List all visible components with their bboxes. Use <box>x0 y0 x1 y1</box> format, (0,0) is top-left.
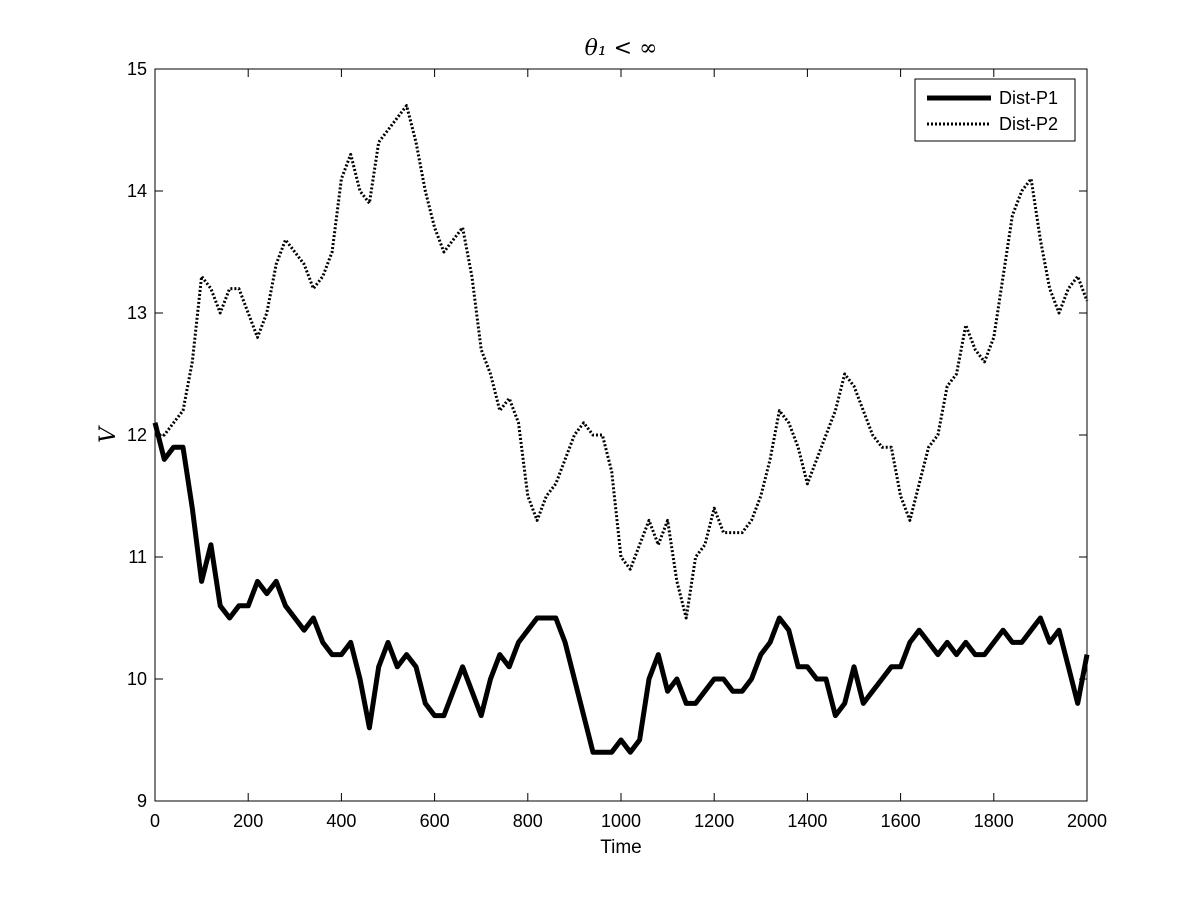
legend-box <box>914 78 1076 142</box>
legend-entry-dist-p1: Dist-P1 <box>999 88 1058 108</box>
x-tick-label: 800 <box>513 811 543 831</box>
x-tick-label: 1000 <box>601 811 641 831</box>
ticks-layer: 0 200 400 600 800 1000 1200 1400 1600 1800 2000 9 10… <box>127 59 1107 831</box>
x-tick-label: 1600 <box>881 811 921 831</box>
x-tick-label: 600 <box>420 811 450 831</box>
x-tick-label: 200 <box>233 811 263 831</box>
x-tick-label: 1200 <box>694 811 734 831</box>
legend: Dist-P1 Dist-P2 <box>914 78 1076 142</box>
x-tick-label: 0 <box>150 811 160 831</box>
y-tick-label: 9 <box>137 791 147 811</box>
y-tick-label: 15 <box>127 59 147 79</box>
x-tick-label: 2000 <box>1067 811 1107 831</box>
series-line-dist-p1 <box>152 422 1090 755</box>
x-tick-label: 1400 <box>787 811 827 831</box>
y-tick-label: 12 <box>127 425 147 445</box>
x-tick-label: 1800 <box>974 811 1014 831</box>
y-tick-label: 13 <box>127 303 147 323</box>
legend-entry-dist-p2: Dist-P2 <box>999 114 1058 134</box>
x-axis-label: Time <box>600 837 642 858</box>
x-tick-label: 400 <box>326 811 356 831</box>
y-axis-label: V <box>96 425 121 443</box>
plot-area <box>155 69 1087 801</box>
y-tick-label: 10 <box>127 669 147 689</box>
y-tick-label: 14 <box>127 181 147 201</box>
chart-title: θ₁ < ∞ <box>585 36 658 61</box>
y-tick-label: 11 <box>128 547 147 567</box>
series-layer <box>152 104 1090 755</box>
